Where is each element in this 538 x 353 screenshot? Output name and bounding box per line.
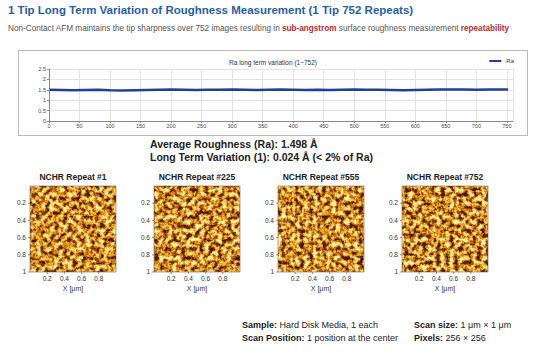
svg-text:0.4: 0.4 <box>265 217 274 224</box>
svg-text:700: 700 <box>472 123 481 129</box>
svg-text:0.5: 0.5 <box>38 108 46 114</box>
svg-text:0.4: 0.4 <box>308 275 317 282</box>
svg-text:0.8: 0.8 <box>17 251 26 258</box>
svg-text:0.4: 0.4 <box>184 275 193 282</box>
svg-text:0: 0 <box>43 118 46 124</box>
html-text:Average Roughness (Ra): 1.498: Average Roughness (Ra): 1.498 Å <box>150 138 318 150</box>
svg-text:Ra: Ra <box>506 58 514 64</box>
svg-text:0.8: 0.8 <box>141 251 150 258</box>
svg-text:0.4: 0.4 <box>389 217 398 224</box>
svg-text:0.2: 0.2 <box>141 199 150 206</box>
svg-text:0.6: 0.6 <box>325 275 334 282</box>
svg-text:1: 1 <box>146 268 150 275</box>
svg-text:0.4: 0.4 <box>141 217 150 224</box>
svg-text:550: 550 <box>380 123 389 129</box>
html-text:Non-Contact AFM maintains the: Non-Contact AFM maintains the tip sharpn… <box>8 24 509 33</box>
html-text:Sample: Hard Disk Media, 1 eac: Sample: Hard Disk Media, 1 each <box>242 320 379 330</box>
svg-text:0.4: 0.4 <box>432 275 441 282</box>
svg-text:X [μm]: X [μm] <box>311 285 331 293</box>
svg-text:0.2: 0.2 <box>415 275 424 282</box>
svg-text:400: 400 <box>289 123 298 129</box>
svg-text:250: 250 <box>197 123 206 129</box>
svg-text:0.8: 0.8 <box>389 251 398 258</box>
svg-text:150: 150 <box>136 123 145 129</box>
svg-text:X [μm]: X [μm] <box>435 285 455 293</box>
svg-text:100: 100 <box>105 123 114 129</box>
svg-text:0.6: 0.6 <box>389 234 398 241</box>
html-text:Scan Position: 1 position at t: Scan Position: 1 position at the center <box>242 333 399 343</box>
svg-text:600: 600 <box>411 123 420 129</box>
svg-text:Ra long term variation (1~752): Ra long term variation (1~752) <box>229 59 317 67</box>
svg-text:0.8: 0.8 <box>466 275 475 282</box>
svg-text:NCHR Repeat #1: NCHR Repeat #1 <box>39 172 106 182</box>
svg-text:0.8: 0.8 <box>94 275 103 282</box>
svg-text:NCHR Repeat #555: NCHR Repeat #555 <box>283 172 360 182</box>
html-text:Scan size: 1 μm × 1 μm: Scan size: 1 μm × 1 μm <box>414 320 512 330</box>
svg-text:450: 450 <box>319 123 328 129</box>
svg-text:0.6: 0.6 <box>449 275 458 282</box>
html-text:Pixels: 256 × 256: Pixels: 256 × 256 <box>414 333 486 343</box>
svg-text:0.4: 0.4 <box>60 275 69 282</box>
html-text:Long Term Variation (1): 0.024: Long Term Variation (1): 0.024 Å (< 2% o… <box>150 151 373 163</box>
svg-text:500: 500 <box>350 123 359 129</box>
svg-text:0.2: 0.2 <box>389 199 398 206</box>
svg-text:650: 650 <box>441 123 450 129</box>
svg-text:0: 0 <box>47 123 50 129</box>
svg-text:1: 1 <box>394 268 398 275</box>
svg-text:X [μm]: X [μm] <box>187 285 207 293</box>
svg-text:0.6: 0.6 <box>141 234 150 241</box>
svg-text:0.2: 0.2 <box>167 275 176 282</box>
svg-text:0.6: 0.6 <box>17 234 26 241</box>
svg-text:0.8: 0.8 <box>265 251 274 258</box>
svg-text:1: 1 <box>43 97 46 103</box>
svg-text:350: 350 <box>258 123 267 129</box>
svg-text:2: 2 <box>43 76 46 82</box>
svg-text:750: 750 <box>502 123 511 129</box>
svg-text:1: 1 <box>270 268 274 275</box>
svg-text:300: 300 <box>228 123 237 129</box>
svg-text:50: 50 <box>76 123 82 129</box>
svg-text:0.2: 0.2 <box>43 275 52 282</box>
html-text:1 Tip Long Term Variation of R: 1 Tip Long Term Variation of Roughness M… <box>8 4 414 16</box>
svg-text:X [μm]: X [μm] <box>63 285 83 293</box>
svg-text:0.6: 0.6 <box>77 275 86 282</box>
svg-text:NCHR Repeat #752: NCHR Repeat #752 <box>407 172 484 182</box>
svg-text:0.4: 0.4 <box>17 217 26 224</box>
svg-text:1: 1 <box>22 268 26 275</box>
svg-text:0.6: 0.6 <box>265 234 274 241</box>
svg-text:0.2: 0.2 <box>17 199 26 206</box>
svg-text:0.6: 0.6 <box>201 275 210 282</box>
svg-text:0.8: 0.8 <box>218 275 227 282</box>
svg-text:0.2: 0.2 <box>265 199 274 206</box>
svg-text:2.5: 2.5 <box>38 66 46 72</box>
svg-text:0.8: 0.8 <box>342 275 351 282</box>
svg-text:200: 200 <box>167 123 176 129</box>
svg-text:0.2: 0.2 <box>291 275 300 282</box>
svg-text:1.5: 1.5 <box>38 87 46 93</box>
svg-text:NCHR Repeat #225: NCHR Repeat #225 <box>159 172 236 182</box>
